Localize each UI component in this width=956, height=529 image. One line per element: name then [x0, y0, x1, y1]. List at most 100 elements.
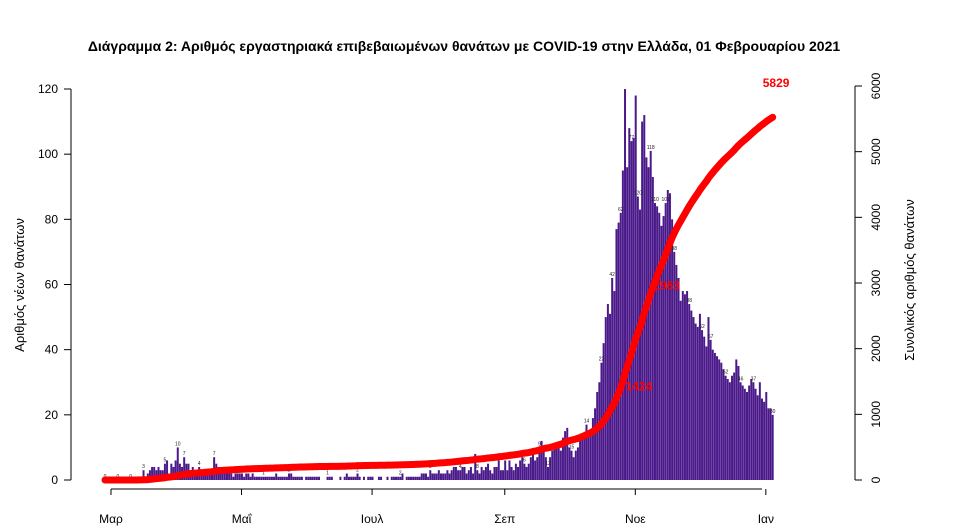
bar	[686, 291, 689, 480]
bar	[756, 395, 759, 480]
bar	[292, 476, 295, 480]
bar	[255, 476, 258, 480]
bar	[683, 294, 686, 480]
bar	[249, 476, 252, 480]
x-tick-label: Μαρ	[99, 512, 123, 526]
bar	[540, 440, 543, 480]
right-tick-label: 5000	[869, 138, 883, 165]
bar	[566, 427, 569, 480]
bar	[527, 463, 530, 480]
bar	[722, 369, 725, 480]
bar	[675, 264, 678, 480]
bar	[251, 473, 254, 480]
bar	[645, 157, 648, 481]
bar	[270, 476, 273, 480]
cumulative-deaths-line	[101, 113, 777, 484]
bar	[741, 385, 744, 480]
bar	[583, 434, 586, 480]
bar	[262, 476, 265, 480]
bar	[737, 365, 740, 480]
bar	[290, 473, 293, 480]
bar	[367, 476, 370, 480]
bar	[499, 470, 502, 480]
bar	[433, 473, 436, 480]
bar	[538, 447, 541, 480]
bar	[309, 476, 312, 480]
bar	[619, 212, 622, 481]
bar	[662, 216, 665, 480]
left-y-axis-label: Αριθμός νέων θανάτων	[12, 218, 27, 352]
bar	[318, 476, 320, 480]
bar-data-label: 3	[142, 464, 145, 470]
bar-data-label: 62	[699, 324, 705, 330]
bar-data-label: 4	[198, 461, 201, 467]
bar	[275, 473, 278, 480]
bar	[579, 437, 582, 480]
bar	[748, 385, 751, 480]
bar	[463, 466, 466, 480]
bar-data-label: 7	[213, 451, 216, 457]
left-tick-label: 60	[45, 278, 59, 292]
bar	[656, 206, 659, 481]
bar	[437, 470, 440, 480]
bar	[647, 167, 650, 480]
bar-data-label: 12	[545, 461, 551, 467]
bar	[467, 470, 470, 480]
bar	[754, 388, 757, 480]
bar	[330, 476, 333, 480]
bar	[624, 89, 627, 480]
bar-data-label: 77	[629, 135, 635, 141]
bar	[668, 193, 671, 480]
bar	[508, 460, 511, 480]
bar	[155, 470, 158, 480]
bar	[258, 476, 261, 480]
bar	[512, 470, 515, 480]
bar	[664, 203, 667, 480]
bar	[298, 476, 301, 480]
bar	[238, 473, 241, 480]
bar	[457, 470, 460, 480]
bar	[591, 418, 594, 480]
bar-data-label: 1	[326, 471, 329, 477]
bar	[166, 460, 169, 480]
bar	[634, 95, 637, 481]
bar	[532, 450, 534, 480]
bar	[677, 277, 680, 480]
x-axis: Μαρ Μαΐ Ιουλ Σεπ Νοε Ιαν	[99, 488, 774, 526]
bar	[232, 476, 235, 480]
bar	[352, 476, 355, 480]
bar	[429, 470, 432, 480]
bar	[236, 473, 239, 480]
bar	[559, 450, 562, 480]
bar	[230, 473, 233, 480]
bar	[358, 476, 361, 480]
bar	[739, 382, 742, 480]
x-tick-label: Σεπ	[494, 512, 515, 526]
bar-data-label: 9	[538, 441, 541, 447]
bar	[157, 466, 160, 480]
bar	[735, 359, 738, 480]
bar	[679, 300, 682, 480]
bar	[425, 473, 427, 480]
bar	[339, 476, 342, 480]
bar-data-label: 4	[459, 464, 462, 470]
bar-data-label: 15	[569, 445, 575, 451]
bar	[142, 470, 145, 480]
bar	[153, 466, 156, 480]
bar	[746, 392, 748, 480]
bar	[553, 447, 556, 480]
bar	[221, 473, 224, 480]
bar	[311, 476, 314, 480]
bar	[305, 476, 308, 480]
bar	[615, 229, 618, 480]
bar	[692, 317, 695, 480]
bar	[472, 473, 475, 480]
bar	[752, 382, 755, 480]
bar	[696, 326, 699, 480]
bar	[435, 473, 438, 480]
bar	[163, 463, 166, 480]
bar	[405, 476, 408, 480]
bar	[253, 476, 256, 480]
bar	[497, 460, 500, 480]
bar	[763, 401, 766, 480]
